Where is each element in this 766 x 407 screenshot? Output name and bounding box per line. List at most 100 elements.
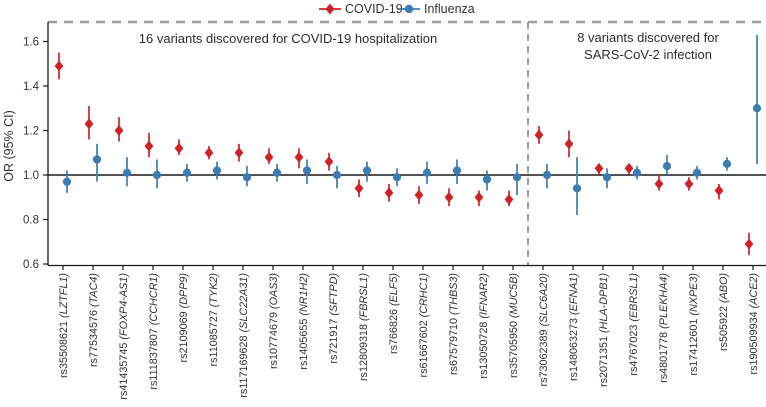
x-tick-label: rs4767023 (EBRSL1) — [628, 273, 640, 376]
covid-point — [684, 178, 694, 190]
covid-point — [564, 138, 574, 150]
covid-point — [744, 238, 754, 250]
section-2-title-line2: SARS-CoV-2 infection — [584, 47, 712, 62]
variant-rsid: rs61667602 — [418, 317, 430, 377]
variant-gene: (HLA-DPB1) — [598, 273, 610, 333]
variant-gene: (SLC6A20) — [538, 273, 550, 326]
covid-point — [654, 178, 664, 190]
variant-rsid: rs148063273 — [568, 315, 580, 381]
influenza-point — [512, 173, 522, 182]
variant-gene: (EBRSL1) — [628, 273, 640, 322]
variant-gene: (THBS3) — [448, 273, 460, 315]
variant-gene: (LZTFL1) — [58, 273, 70, 318]
x-tick-label: rs4801778 (PLEKHA4) — [658, 273, 670, 383]
variant-gene: (SLC22A31) — [238, 273, 250, 332]
x-tick-label: rs148063273 (EFNA1) — [568, 273, 580, 381]
covid-point — [624, 162, 634, 174]
plot-area: 0.6 0.8 1.0 1.2 1.4 1.6 rs35508621 (LZTFL1) rs7… — [23, 20, 766, 400]
covid-point — [144, 140, 154, 152]
covid-point — [384, 187, 394, 199]
covid-point — [444, 191, 454, 203]
variant-rsid: rs35705950 — [508, 318, 520, 378]
variant-rsid: rs2109069 — [178, 308, 190, 362]
section-2-title-line1: 8 variants discovered for — [577, 30, 719, 45]
y-tick-label: 1.2 — [23, 126, 39, 138]
legend-influenza-label: Influenza — [424, 2, 475, 16]
variant-rsid: rs2071351 — [598, 333, 610, 387]
x-tick-label: rs17412601 (NXPE3) — [688, 273, 700, 376]
influenza-point — [692, 168, 702, 177]
variant-rsid: rs721917 — [328, 316, 340, 364]
x-tick-label: rs35508621 (LZTFL1) — [58, 273, 70, 378]
influenza-point — [392, 173, 402, 182]
variant-gene: (SFTPD) — [328, 273, 340, 316]
influenza-point — [752, 104, 762, 113]
x-tick-label: rs2109069 (DPP9) — [178, 273, 190, 362]
variant-gene: (MUC5B) — [508, 273, 520, 318]
variant-gene: (PLEKHA4) — [658, 273, 670, 329]
covid-point — [294, 151, 304, 163]
covid-point — [414, 189, 424, 201]
y-tick-label: 0.8 — [23, 215, 39, 227]
variant-gene: (IFNAR2) — [478, 273, 490, 319]
x-tick-label: rs766826 (ELF5) — [388, 273, 400, 354]
x-tick-label: rs721917 (SFTPD) — [328, 273, 340, 364]
x-tick-label: rs13050728 (IFNAR2) — [478, 273, 490, 379]
variant-rsid: rs1405655 — [298, 316, 310, 370]
variant-rsid: rs11085727 — [208, 307, 220, 366]
variant-rsid: rs67579710 — [448, 315, 460, 375]
variant-rsid: rs13050728 — [478, 319, 490, 379]
y-tick-label: 0.6 — [23, 259, 39, 271]
variant-gene: (ABO) — [718, 273, 730, 303]
influenza-point — [122, 168, 132, 177]
section-1-title: 16 variants discovered for COVID-19 hosp… — [139, 31, 437, 46]
covid-point — [594, 162, 604, 174]
legend-item-covid: COVID-19 — [319, 2, 403, 16]
influenza-point — [272, 168, 282, 177]
influenza-point — [542, 170, 552, 180]
influenza-point — [182, 168, 192, 177]
influenza-point — [422, 168, 432, 177]
y-axis-title: OR (95% CI) — [2, 110, 16, 182]
influenza-point — [62, 177, 72, 186]
x-tick-label: rs77534576 (TAC4) — [88, 273, 100, 367]
variant-gene: (CCHCR1) — [148, 273, 160, 325]
influenza-point — [602, 173, 612, 182]
variant-rsid: rs505922 — [718, 303, 730, 351]
variant-rsid: rs117169628 — [238, 332, 250, 397]
x-tick-label: rs41435745 (FOXP4-AS1) — [118, 273, 130, 400]
covid-point — [114, 125, 124, 136]
influenza-point — [452, 166, 462, 175]
influenza-point — [722, 159, 732, 168]
variant-gene: (NR1H2) — [298, 273, 310, 316]
influenza-point — [362, 166, 372, 175]
variant-gene: (NXPE3) — [688, 273, 700, 316]
influenza-point — [332, 170, 342, 180]
y-tick-label: 1.4 — [23, 81, 40, 93]
variant-gene: (ELF5) — [388, 273, 400, 306]
legend-item-influenza: Influenza — [398, 2, 475, 16]
influenza-point — [152, 170, 162, 180]
influenza-point — [662, 162, 672, 171]
covid-point — [204, 147, 214, 159]
x-tick-label: rs11085727 (TYK2) — [208, 273, 220, 366]
influenza-point — [212, 166, 222, 175]
x-tick-label: rs67579710 (THBS3) — [448, 273, 460, 375]
variant-gene: (OAS3) — [268, 273, 280, 309]
variant-rsid: rs4801778 — [658, 329, 670, 383]
x-tick-label: rs10774679 (OAS3) — [268, 273, 280, 369]
y-tick-label: 1.6 — [23, 37, 39, 49]
x-tick-label: rs12809318 (FBRSL1) — [358, 273, 370, 381]
x-tick-label: rs73062389 (SLC6A20) — [538, 273, 550, 386]
variant-gene: (TAC4) — [88, 273, 100, 307]
x-tick-label: rs2071351 (HLA-DPB1) — [598, 273, 610, 387]
x-tick-label: rs111837807 (CCHCR1) — [148, 273, 160, 390]
influenza-point — [242, 173, 252, 182]
x-tick-label: rs61667602 (CRHC1) — [418, 273, 430, 377]
variant-gene: (TYK2) — [208, 273, 220, 307]
covid-point — [324, 156, 334, 168]
x-tick-label: rs35705950 (MUC5B) — [508, 273, 520, 378]
variant-rsid: rs77534576 — [88, 307, 100, 367]
